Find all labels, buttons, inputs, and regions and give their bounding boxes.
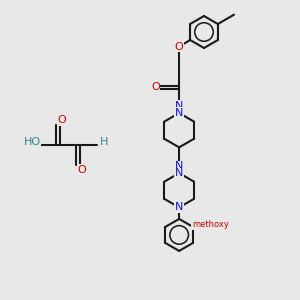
Text: N: N bbox=[175, 161, 183, 171]
Text: O: O bbox=[214, 220, 223, 230]
Text: methoxy: methoxy bbox=[192, 220, 229, 229]
Text: N: N bbox=[175, 168, 183, 178]
Text: O: O bbox=[58, 115, 66, 125]
Text: O: O bbox=[175, 42, 184, 52]
Text: N: N bbox=[175, 101, 183, 111]
Text: O: O bbox=[77, 165, 86, 175]
Text: HO: HO bbox=[24, 137, 41, 147]
Text: N: N bbox=[175, 108, 183, 118]
Text: N: N bbox=[175, 202, 183, 212]
Text: O: O bbox=[151, 82, 160, 92]
Text: H: H bbox=[100, 137, 109, 147]
